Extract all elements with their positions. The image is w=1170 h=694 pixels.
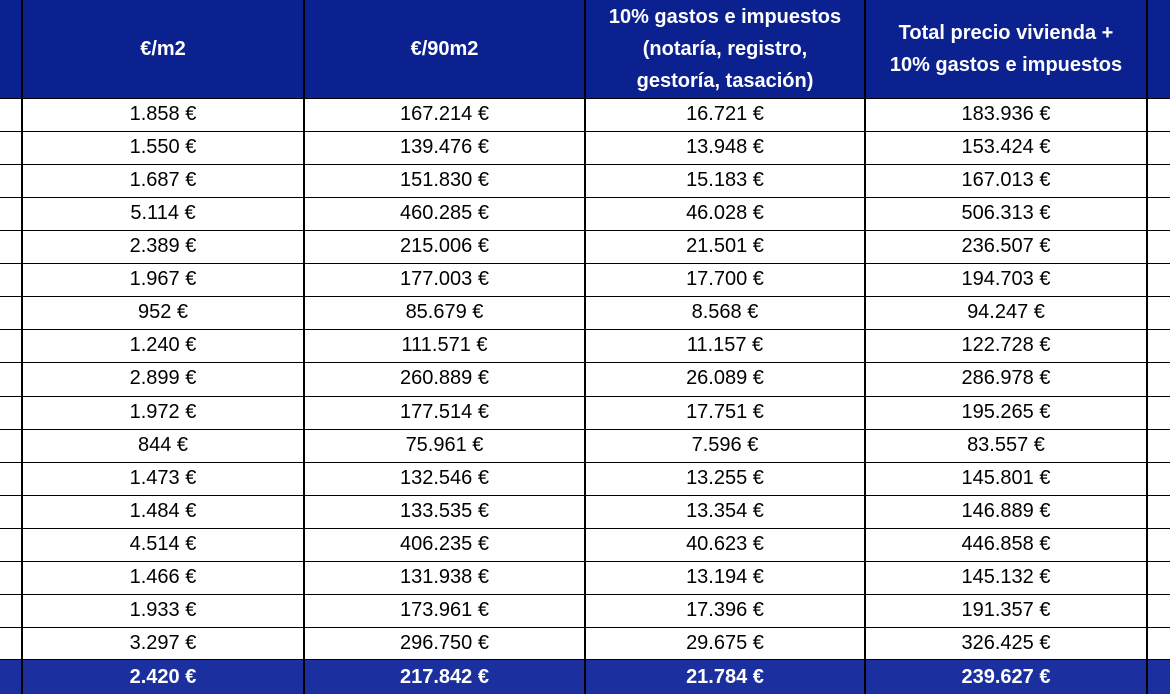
data-cell: 139.476 € <box>400 136 489 159</box>
data-cell: 94.247 € <box>967 301 1045 324</box>
header-cell: €/m2 <box>22 0 304 98</box>
data-cell: 191.357 € <box>961 598 1051 621</box>
data-cell: 85.679 € <box>405 301 484 324</box>
data-cell: 296.750 € <box>400 631 489 654</box>
data-cell: 2.389 € <box>129 235 197 258</box>
data-cell: 195.265 € <box>961 400 1051 423</box>
data-cell: 131.938 € <box>400 565 489 588</box>
data-cell: 1.473 € <box>129 466 197 489</box>
column-line <box>303 0 305 694</box>
data-cell: 1.550 € <box>129 136 197 159</box>
data-cell: 111.571 € <box>401 334 488 357</box>
data-cell: 326.425 € <box>961 631 1051 654</box>
data-cell: 40.623 € <box>686 532 764 555</box>
data-cell: 133.535 € <box>400 499 489 522</box>
data-cell: 1.967 € <box>129 268 197 291</box>
column-line <box>1146 0 1148 694</box>
data-cell: 194.703 € <box>961 268 1051 291</box>
data-cell: 173.961 € <box>400 598 489 621</box>
header-text: €/90m2 <box>410 38 479 60</box>
data-cell: 1.972 € <box>129 400 197 423</box>
header-cell: 10% gastos e impuestos (notaría, registro… <box>585 0 865 98</box>
data-cell: 8.568 € <box>691 301 759 324</box>
data-cell: 13.194 € <box>686 565 764 588</box>
data-cell: 2.899 € <box>129 367 197 390</box>
column-line <box>584 0 586 694</box>
data-cell: 1.933 € <box>129 598 197 621</box>
data-cell: 145.801 € <box>961 466 1051 489</box>
data-cell: 1.240 € <box>129 334 197 357</box>
data-cell: 151.830 € <box>400 169 489 192</box>
data-cell: 183.936 € <box>961 103 1051 126</box>
data-cell: 83.557 € <box>967 433 1045 456</box>
data-cell: 1.687 € <box>129 169 197 192</box>
data-cell: 145.132 € <box>961 565 1051 588</box>
header-text: €/m2 <box>140 38 186 60</box>
data-cell: 13.354 € <box>686 499 764 522</box>
data-cell: 153.424 € <box>961 136 1051 159</box>
header-text: gestoría, tasación) <box>636 70 814 92</box>
data-cell: 122.728 € <box>961 334 1051 357</box>
header-text: (notaría, registro, <box>642 38 808 60</box>
header-cell: Total precio vivienda + 10% gastos e impu… <box>865 0 1147 98</box>
data-cell: 286.978 € <box>961 367 1051 390</box>
data-cell: 17.396 € <box>686 598 764 621</box>
header-text: 10% gastos e impuestos <box>608 6 842 28</box>
data-cell: 1.858 € <box>129 103 197 126</box>
data-cell: 146.889 € <box>961 499 1051 522</box>
data-cell: 13.948 € <box>686 136 764 159</box>
data-cell: 1.484 € <box>129 499 197 522</box>
column-line <box>864 0 866 694</box>
data-cell: 16.721 € <box>686 103 764 126</box>
data-cell: 844 € <box>137 433 189 456</box>
data-cell: 46.028 € <box>686 202 764 225</box>
data-cell: 3.297 € <box>129 631 197 654</box>
data-cell: 167.214 € <box>400 103 489 126</box>
data-cell: 4.514 € <box>129 532 197 555</box>
data-cell: 406.235 € <box>400 532 489 555</box>
data-cell: 506.313 € <box>961 202 1051 225</box>
data-cell: 460.285 € <box>400 202 489 225</box>
data-cell: 177.003 € <box>400 268 489 291</box>
data-cell: 29.675 € <box>686 631 764 654</box>
data-cell: 215.006 € <box>400 235 489 258</box>
column-line <box>21 0 23 694</box>
header-cell: €/90m2 <box>304 0 585 98</box>
data-cell: 260.889 € <box>400 367 489 390</box>
header-text: Total precio vivienda + <box>898 22 1114 44</box>
data-cell: 236.507 € <box>961 235 1051 258</box>
data-cell: 446.858 € <box>961 532 1051 555</box>
data-cell: 132.546 € <box>400 466 489 489</box>
data-cell: 1.466 € <box>129 565 197 588</box>
data-cell: 5.114 € <box>130 202 196 225</box>
total-cell: 2.420 € <box>129 665 197 688</box>
data-cell: 7.596 € <box>691 433 759 456</box>
total-cell: 217.842 € <box>400 665 489 688</box>
header-text: 10% gastos e impuestos <box>889 54 1123 76</box>
total-cell: 239.627 € <box>961 665 1051 688</box>
data-cell: 13.255 € <box>686 466 764 489</box>
data-cell: 167.013 € <box>961 169 1051 192</box>
data-cell: 17.700 € <box>686 268 764 291</box>
total-cell: 21.784 € <box>686 665 764 688</box>
data-cell: 17.751 € <box>686 400 764 423</box>
data-cell: 177.514 € <box>400 400 489 423</box>
data-cell: 952 € <box>137 301 189 324</box>
data-cell: 11.157 € <box>686 334 764 357</box>
data-cell: 15.183 € <box>686 169 764 192</box>
data-cell: 21.501 € <box>686 235 764 258</box>
data-cell: 75.961 € <box>405 433 484 456</box>
data-cell: 26.089 € <box>686 367 764 390</box>
